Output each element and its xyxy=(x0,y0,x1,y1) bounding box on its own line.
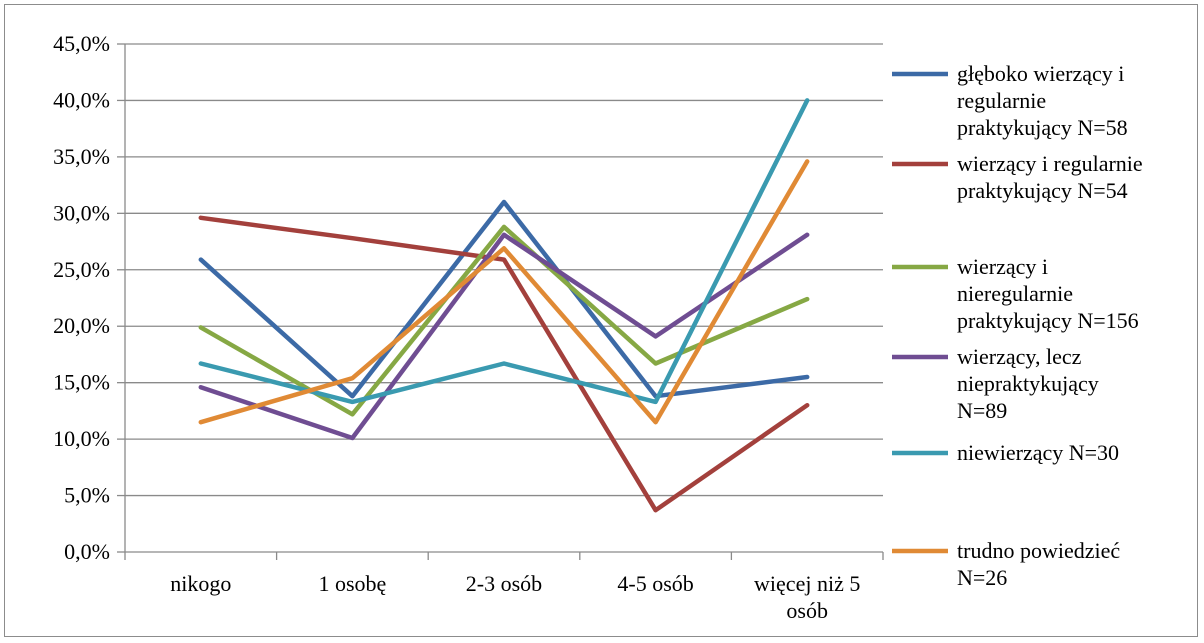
series-line-1 xyxy=(198,199,810,399)
legend-label-line: wierzący i xyxy=(957,254,1048,279)
x-tick-label: więcej niż 5 osób xyxy=(754,571,860,623)
gridlines xyxy=(117,43,883,553)
legend-label-line: niepraktykujący xyxy=(957,371,1099,396)
legend-label-5: niewierzący N=30 xyxy=(957,440,1119,465)
x-axis-tick-labels: nikogo 1 osobę 2-3 osób 4-5 osób więcej niż … xyxy=(170,571,860,623)
x-tick-label-line: nikogo xyxy=(170,571,231,596)
legend-label-4: wierzący, lecz niepraktykujący N=89 xyxy=(957,344,1099,423)
legend-label-2: wierzący i regularnie praktykujący N=54 xyxy=(957,151,1143,203)
legend-label-line: N=26 xyxy=(957,565,1007,590)
x-tick-label: 2-3 osób xyxy=(466,571,542,596)
x-tick-label-line: osób xyxy=(786,598,828,623)
legend-label-line: niewierzący N=30 xyxy=(957,440,1119,465)
legend-label-1: głęboko wierzący i regularnie praktykujący… xyxy=(957,61,1128,140)
y-tick-label: 10,0% xyxy=(53,426,110,451)
series-line-2 xyxy=(198,215,810,513)
x-tick-label-line: więcej niż 5 xyxy=(754,571,860,596)
legend-label-6: trudno powiedzieć N=26 xyxy=(957,538,1120,590)
y-tick-label: 5,0% xyxy=(64,483,110,508)
y-axis-tick-labels: 0,0% 5,0% 10,0% 15,0% 20,0% 25,0% 30,0% 35,0% 40… xyxy=(53,31,110,564)
series-line-6 xyxy=(198,159,810,425)
x-tick-label-line: 2-3 osób xyxy=(466,571,542,596)
legend-label-line: wierzący, lecz xyxy=(957,344,1082,369)
legend: głęboko wierzący i regularnie praktykujący… xyxy=(892,61,1143,590)
x-tick-label: nikogo xyxy=(170,571,231,596)
legend-label-line: głęboko wierzący i xyxy=(957,61,1124,86)
x-tick-label-line: 1 osobę xyxy=(318,571,386,596)
legend-label-line: regularnie xyxy=(957,88,1046,113)
legend-label-3: wierzący i nieregularnie praktykujący N=15… xyxy=(957,254,1139,333)
chart-frame xyxy=(4,4,1198,637)
series-line-5 xyxy=(198,98,810,405)
y-tick-label: 45,0% xyxy=(53,31,110,56)
legend-label-line: trudno powiedzieć xyxy=(957,538,1120,563)
legend-label-line: wierzący i regularnie xyxy=(957,151,1143,176)
y-tick-label: 35,0% xyxy=(53,144,110,169)
legend-label-line: praktykujący N=54 xyxy=(957,178,1128,203)
y-tick-label: 15,0% xyxy=(53,370,110,395)
x-tick-label-line: 4-5 osób xyxy=(617,571,693,596)
y-tick-label: 40,0% xyxy=(53,87,110,112)
y-tick-label: 0,0% xyxy=(64,539,110,564)
axes xyxy=(124,44,884,560)
x-tick-label: 1 osobę xyxy=(318,571,386,596)
legend-label-line: nieregularnie xyxy=(957,281,1073,306)
series-lines xyxy=(198,98,810,513)
x-tick-label: 4-5 osób xyxy=(617,571,693,596)
y-tick-label: 30,0% xyxy=(53,200,110,225)
legend-label-line: praktykujący N=58 xyxy=(957,115,1128,140)
legend-label-line: N=89 xyxy=(957,398,1007,423)
legend-label-line: praktykujący N=156 xyxy=(957,308,1139,333)
series-line-3 xyxy=(198,224,810,417)
y-tick-label: 25,0% xyxy=(53,257,110,282)
y-tick-label: 20,0% xyxy=(53,313,110,338)
